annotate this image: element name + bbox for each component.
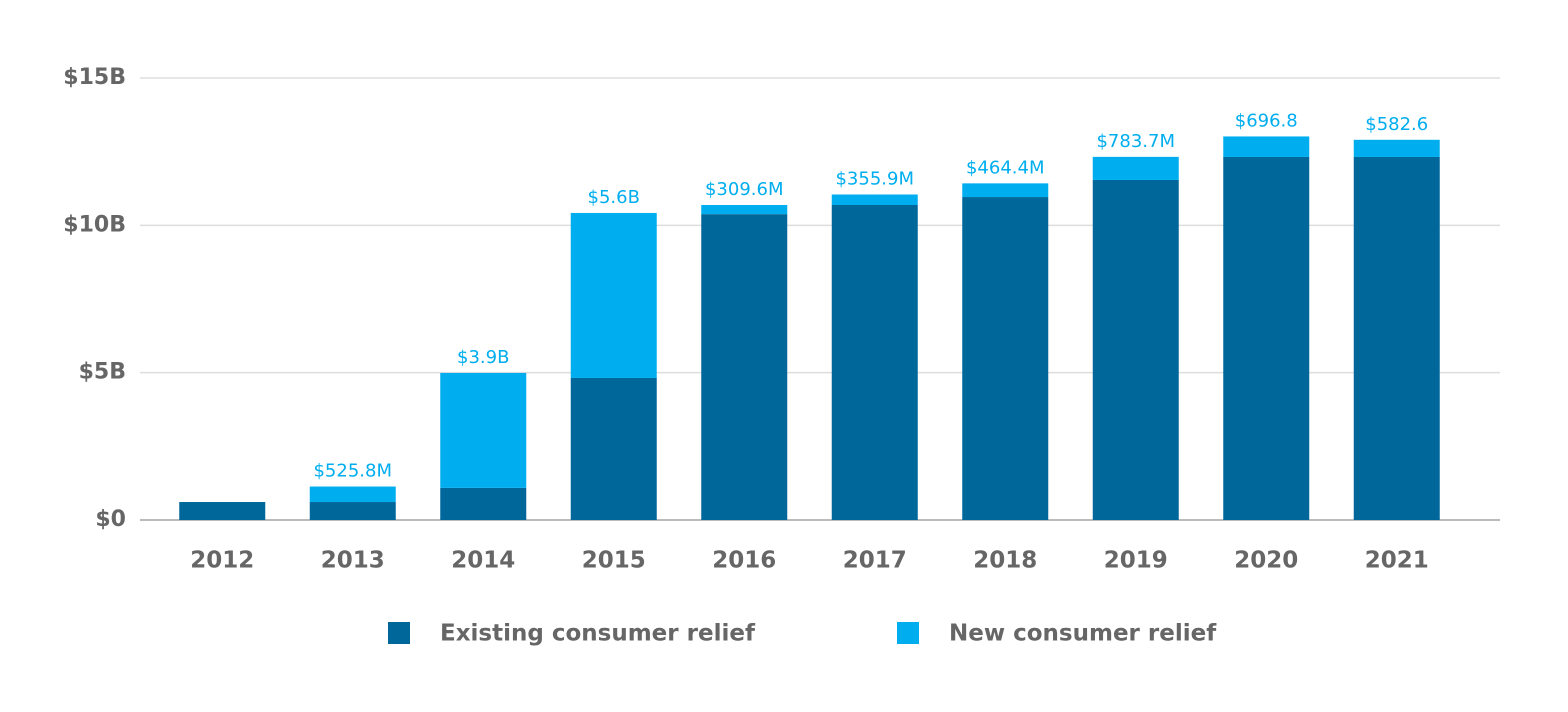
bar-segment: [1092, 156, 1179, 180]
x-tick-label: 2014: [451, 548, 515, 574]
bar-segment: [1092, 179, 1179, 521]
x-tick-label: 2020: [1234, 548, 1298, 574]
bar-segment: [831, 205, 918, 520]
bar-segment: [1223, 156, 1310, 520]
x-tick-label: 2015: [582, 548, 646, 574]
bar-segment: [440, 372, 527, 488]
y-tick-label: $0: [95, 507, 126, 532]
bar-segment: [1223, 136, 1310, 157]
data-label: $309.6M: [705, 179, 784, 200]
x-tick-label: 2021: [1365, 548, 1429, 574]
data-label: $5.6B: [588, 187, 640, 208]
bar-segment: [962, 197, 1049, 520]
bar-segment: [701, 205, 788, 215]
data-label: $525.8M: [313, 461, 392, 482]
data-label: $582.6: [1365, 114, 1428, 135]
legend-label: Existing consumer relief: [440, 621, 756, 647]
legend-label: New consumer relief: [949, 621, 1217, 647]
bar-segment: [701, 214, 788, 521]
bar-segment: [570, 377, 657, 520]
data-label: $355.9M: [835, 169, 914, 190]
y-tick-label: $15B: [63, 65, 126, 90]
x-tick-label: 2018: [973, 548, 1037, 574]
data-label: $783.7M: [1096, 131, 1175, 152]
y-tick-label: $10B: [63, 212, 126, 237]
bar-segment: [1353, 156, 1440, 520]
x-tick-label: 2016: [712, 548, 776, 574]
bar-segment: [1353, 139, 1440, 157]
legend-swatch: [897, 622, 919, 644]
legend-swatch: [388, 622, 410, 644]
x-tick-label: 2013: [321, 548, 385, 574]
bar-segment: [962, 183, 1049, 198]
y-tick-label: $5B: [79, 360, 126, 385]
x-tick-label: 2019: [1104, 548, 1168, 574]
bar-segment: [309, 502, 396, 520]
data-label: $464.4M: [966, 157, 1045, 178]
bar-segment: [570, 212, 657, 378]
bar-segment: [309, 486, 396, 503]
x-tick-label: 2012: [190, 548, 254, 574]
x-tick-label: 2017: [843, 548, 907, 574]
bar-segment: [179, 502, 266, 520]
bar-segment: [440, 487, 527, 520]
data-label: $696.8: [1235, 110, 1298, 131]
data-label: $3.9B: [457, 347, 509, 368]
bar-segment: [831, 194, 918, 206]
